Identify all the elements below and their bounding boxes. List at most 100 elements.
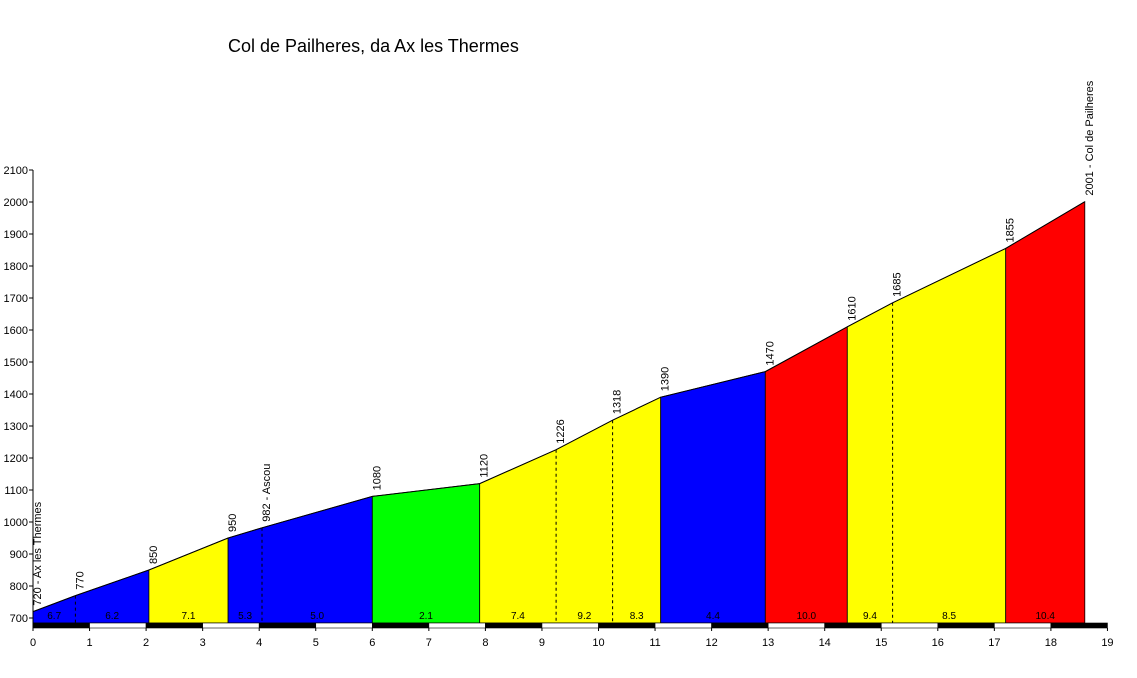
elevation-label: 1318 xyxy=(612,390,624,414)
distance-bar-block xyxy=(371,622,430,629)
profile-segment xyxy=(371,483,481,624)
distance-bar-block xyxy=(315,622,373,629)
x-tick-label: 9 xyxy=(539,637,545,649)
gradient-label: 5.3 xyxy=(238,611,252,622)
gradient-labels-layer: 6.7 6.2 7.1 5.3 5.0 2.1 7.4 9.2 8.3 4.4 10.0 9.4 8.5… xyxy=(47,611,1055,622)
y-tick-label: 1300 xyxy=(4,421,28,433)
x-tick-label: 12 xyxy=(705,637,717,649)
y-tick-label: 700 xyxy=(10,613,28,625)
gradient-label: 6.7 xyxy=(47,611,61,622)
profile-segment xyxy=(479,396,662,624)
x-tick-label: 18 xyxy=(1045,637,1057,649)
profile-segment xyxy=(846,247,1007,624)
profile-line xyxy=(32,201,1086,613)
elevation-label: 770 xyxy=(74,571,86,589)
x-tick-label: 15 xyxy=(875,637,887,649)
elevation-label: 982 - Ascou xyxy=(261,464,273,522)
x-tick-label: 13 xyxy=(762,637,774,649)
distance-bar-block xyxy=(145,622,203,629)
gradient-label: 10.0 xyxy=(797,611,817,622)
x-tick-label: 14 xyxy=(819,637,831,649)
gradient-label: 8.3 xyxy=(630,611,644,622)
y-tick-label: 1800 xyxy=(4,261,28,273)
y-tick-label: 1100 xyxy=(4,485,28,497)
y-tick-label: 1700 xyxy=(4,293,28,305)
gradient-label: 2.1 xyxy=(419,611,433,622)
elevation-label: 2001 - Col de Pailheres xyxy=(1084,80,1096,195)
y-tick-label: 1200 xyxy=(4,453,28,465)
x-tick-label: 1 xyxy=(86,637,92,649)
elevation-label: 1610 xyxy=(846,296,858,320)
y-tick-label: 1600 xyxy=(4,325,28,337)
distance-bar-block xyxy=(1050,622,1108,629)
chart-title: Col de Pailheres, da Ax les Thermes xyxy=(228,36,519,56)
distance-bar-block xyxy=(598,622,656,629)
gradient-label: 6.2 xyxy=(105,611,119,622)
x-tick-label: 11 xyxy=(649,637,660,649)
x-tick-label: 0 xyxy=(30,637,36,649)
elevation-label: 850 xyxy=(148,546,160,564)
distance-bar-block xyxy=(541,622,599,629)
x-tick-label: 19 xyxy=(1101,637,1113,649)
gradient-label: 9.2 xyxy=(577,611,591,622)
y-tick-label: 1500 xyxy=(4,357,28,369)
x-tick-label: 4 xyxy=(256,637,262,649)
gradient-label: 5.0 xyxy=(310,611,324,622)
y-tick-label: 2000 xyxy=(4,197,28,209)
gradient-label: 4.4 xyxy=(706,611,720,622)
gradient-label: 7.4 xyxy=(511,611,525,622)
y-tick-label: 2100 xyxy=(4,165,28,177)
gradient-label: 8.5 xyxy=(942,611,956,622)
y-tick-label: 900 xyxy=(10,549,28,561)
x-tick-label: 8 xyxy=(482,637,488,649)
axes-layer: 7008009001000110012001300140015001600170… xyxy=(4,165,1114,649)
gradient-label: 9.4 xyxy=(863,611,877,622)
distance-bar-block xyxy=(32,622,90,629)
profile-segment xyxy=(1005,200,1086,624)
distance-bar-block xyxy=(767,622,826,629)
distance-bar-block xyxy=(880,622,939,629)
y-tick-label: 1000 xyxy=(4,517,28,529)
x-tick-label: 5 xyxy=(313,637,319,649)
distance-bar-block xyxy=(824,622,882,629)
profile-fill-layer xyxy=(32,200,1086,624)
x-tick-label: 17 xyxy=(988,637,1000,649)
distance-bar-block xyxy=(937,622,995,629)
elevation-label: 1080 xyxy=(371,466,383,490)
distance-bar-block xyxy=(258,622,317,629)
elevation-label: 1226 xyxy=(555,419,567,443)
gradient-label: 7.1 xyxy=(182,611,196,622)
y-tick-label: 1400 xyxy=(4,389,28,401)
y-tick-label: 1900 xyxy=(4,229,28,241)
profile-segment xyxy=(660,371,766,624)
elevation-label: 1120 xyxy=(479,454,491,478)
elevation-label: 1390 xyxy=(660,367,672,391)
elevation-label: 950 xyxy=(227,514,239,532)
profile-segment xyxy=(227,495,373,624)
distance-bar-block xyxy=(654,622,712,629)
x-tick-label: 16 xyxy=(932,637,944,649)
profile-line-layer xyxy=(32,201,1086,613)
distance-bar-block xyxy=(202,622,260,629)
profile-segment xyxy=(764,326,848,624)
distance-bar-block xyxy=(485,622,543,629)
elevation-label: 720 - Ax les Thermes xyxy=(32,501,44,605)
x-tick-label: 3 xyxy=(200,637,206,649)
elevation-label: 1470 xyxy=(764,341,776,365)
distance-bar-block xyxy=(89,622,147,629)
elevation-label: 1685 xyxy=(892,272,904,296)
x-tick-label: 10 xyxy=(592,637,604,649)
y-tick-label: 800 xyxy=(10,581,28,593)
x-tick-label: 2 xyxy=(143,637,149,649)
x-tick-label: 6 xyxy=(369,637,375,649)
x-tick-label: 7 xyxy=(426,637,432,649)
elevation-labels-layer: 720 - Ax les Thermes 770 850 950 982 - Ascou… xyxy=(32,80,1096,605)
distance-bar-block xyxy=(994,622,1052,629)
elevation-label: 1855 xyxy=(1005,218,1017,242)
waypoint-dash-layer xyxy=(74,302,894,623)
distance-bar-block xyxy=(428,622,486,629)
distance-bar-block xyxy=(711,622,769,629)
gradient-label: 10.4 xyxy=(1036,611,1056,622)
